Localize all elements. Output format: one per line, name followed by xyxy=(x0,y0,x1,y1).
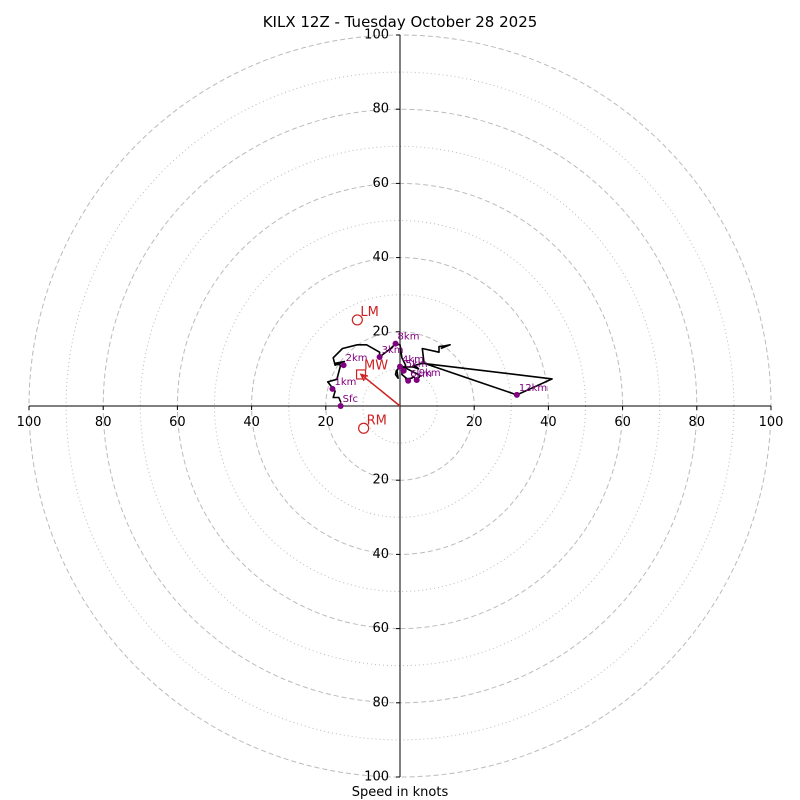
tick-label-y-bottom-100: 100 xyxy=(364,770,389,785)
tick-label-x-left-40: 40 xyxy=(243,415,260,430)
tick-label-x-right-60: 60 xyxy=(614,415,631,430)
level-point-8km xyxy=(392,340,399,347)
hodograph-line xyxy=(326,342,553,404)
tick-label-x-left-100: 100 xyxy=(17,415,42,430)
tick-label-y-bottom-40: 40 xyxy=(372,547,389,562)
level-point-1km xyxy=(329,385,336,392)
tick-label-x-right-40: 40 xyxy=(540,415,557,430)
level-point-sfc xyxy=(337,403,344,409)
level-point-9km xyxy=(413,377,420,384)
level-label-1km: 1km xyxy=(334,377,356,388)
level-point-6km xyxy=(405,377,412,384)
tick-label-x-left-60: 60 xyxy=(169,415,186,430)
tick-label-y-top-60: 60 xyxy=(372,176,389,191)
level-label-6km: 6km xyxy=(410,369,432,380)
left-mover-label: LM xyxy=(360,305,378,320)
level-label-12km: 12km xyxy=(519,383,547,394)
level-point-2km xyxy=(340,362,347,369)
level-point-12km xyxy=(513,391,520,398)
tick-label-x-right-20: 20 xyxy=(466,415,483,430)
level-label-sfc: Sfc xyxy=(343,394,358,405)
tick-label-x-right-80: 80 xyxy=(689,415,706,430)
tick-label-x-left-80: 80 xyxy=(95,415,112,430)
level-label-5km: 5km xyxy=(406,359,428,370)
level-point-4km xyxy=(397,363,403,370)
level-label-2km: 2km xyxy=(346,353,368,364)
level-label-8km: 8km xyxy=(398,332,420,343)
tick-label-y-top-20: 20 xyxy=(372,324,389,339)
right-mover-circle xyxy=(358,422,370,434)
chart-title: KILX 12Z - Tuesday October 28 2025 xyxy=(263,13,538,31)
hodograph-trace xyxy=(326,342,553,404)
mean-wind-line xyxy=(360,373,401,407)
tick-label-y-bottom-60: 60 xyxy=(372,621,389,636)
tick-label-x-left-20: 20 xyxy=(318,415,335,430)
mean-wind-label: MW xyxy=(364,358,388,373)
level-label-3km: 3km xyxy=(382,345,404,356)
x-axis-label: Speed in knots xyxy=(352,785,449,800)
tick-label-y-top-100: 100 xyxy=(364,28,389,43)
tick-label-x-right-100: 100 xyxy=(759,415,784,430)
level-point-3km xyxy=(376,354,383,361)
tick-label-y-bottom-20: 20 xyxy=(372,473,389,488)
tick-label-y-top-40: 40 xyxy=(372,250,389,265)
tick-label-y-top-80: 80 xyxy=(372,102,389,117)
left-mover-circle xyxy=(351,314,363,326)
axis-ticks: 100 80 60 40 20 20 40 60 80 100 100 80 60 40 20 20 40 60 8… xyxy=(17,28,784,785)
level-label-4km: 4km xyxy=(402,355,424,366)
level-label-9km: 9km xyxy=(419,368,441,379)
tick-label-y-bottom-80: 80 xyxy=(372,695,389,710)
right-mover-label: RM xyxy=(367,413,387,428)
storm-motion-markers: MW LM RM xyxy=(351,305,388,434)
level-point-5km xyxy=(400,367,407,374)
mean-wind-square xyxy=(355,369,367,380)
